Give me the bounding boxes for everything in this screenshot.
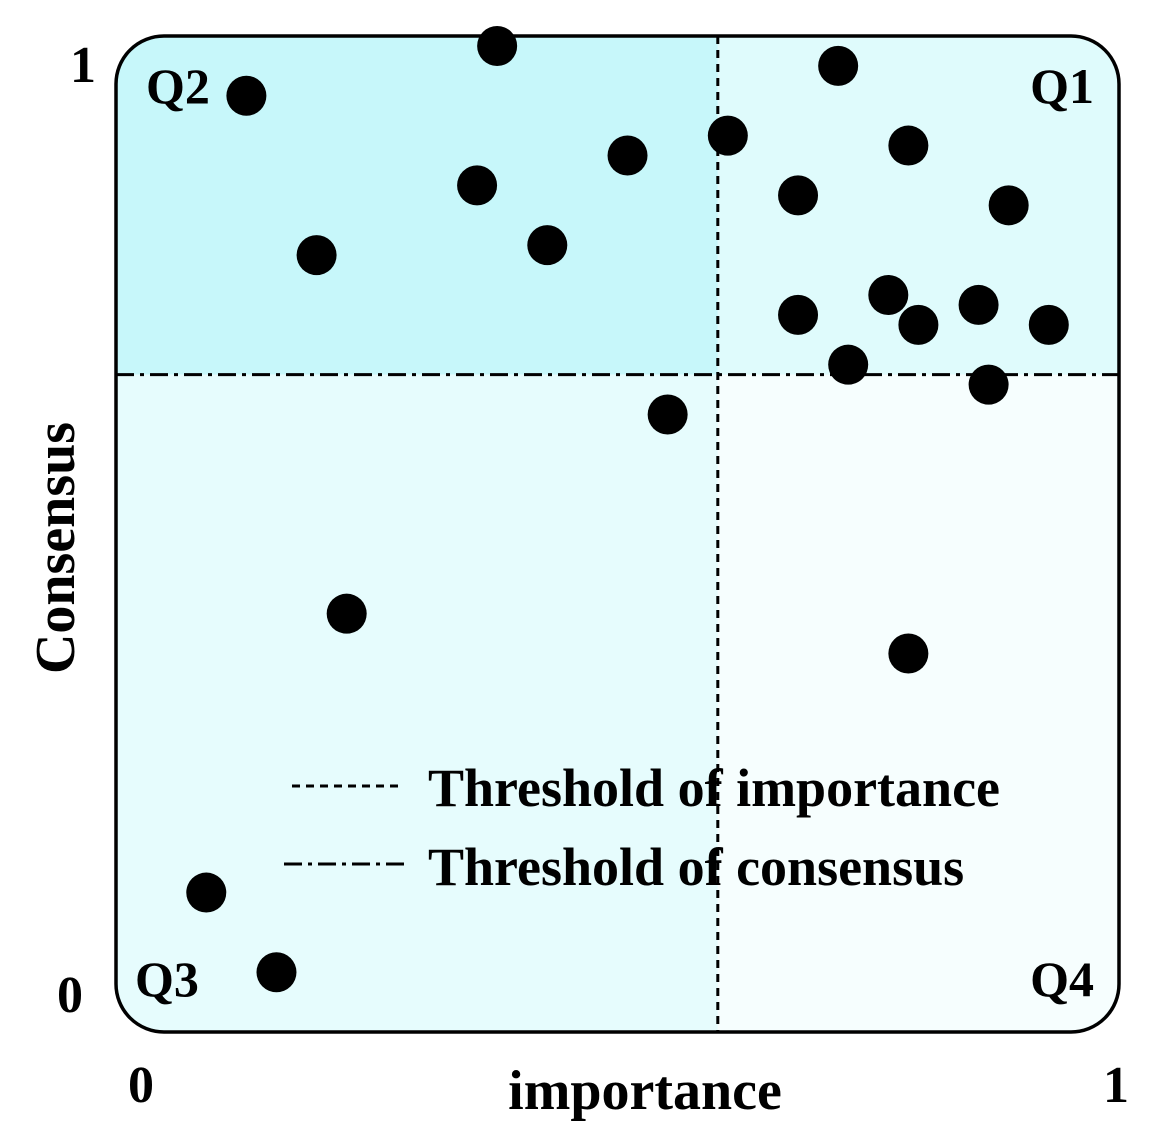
- data-point-1: [226, 75, 267, 116]
- x-tick-right: 1: [1103, 1057, 1129, 1114]
- data-point-16: [1028, 304, 1069, 345]
- plot-frame: [114, 34, 1121, 1034]
- quadrant-label-q3: Q3: [135, 951, 199, 1007]
- data-points: [186, 25, 1069, 993]
- data-point-11: [988, 185, 1029, 226]
- legend: Threshold of importance Threshold of con…: [284, 758, 1000, 897]
- quadrant-q3-background: [116, 374, 718, 1032]
- quadrant-label-q1: Q1: [1030, 58, 1094, 114]
- y-tick-bottom: 0: [57, 967, 83, 1024]
- quadrant-label-q4: Q4: [1030, 951, 1094, 1007]
- data-point-4: [607, 135, 648, 176]
- data-point-5: [527, 225, 568, 266]
- quadrant-q4-background: [717, 374, 1119, 1032]
- x-tick-left: 0: [128, 1057, 154, 1114]
- quadrant-q2-background: [116, 36, 718, 375]
- data-point-7: [707, 115, 748, 156]
- y-axis-label: Consensus: [25, 422, 87, 674]
- data-point-22: [186, 872, 227, 913]
- data-point-12: [868, 274, 909, 315]
- data-point-10: [778, 175, 819, 216]
- data-point-15: [898, 304, 939, 345]
- quadrant-label-q2: Q2: [146, 58, 210, 114]
- legend-label-consensus: Threshold of consensus: [428, 837, 964, 897]
- data-point-23: [256, 952, 297, 993]
- x-axis-label: importance: [508, 1060, 782, 1122]
- legend-label-importance: Threshold of importance: [428, 758, 1000, 818]
- data-point-6: [296, 235, 337, 276]
- data-point-18: [968, 364, 1009, 405]
- quadrant-backgrounds: [116, 36, 1119, 1032]
- data-point-3: [457, 165, 498, 206]
- data-point-20: [326, 593, 367, 634]
- data-point-14: [778, 294, 819, 335]
- data-point-21: [888, 633, 929, 674]
- y-tick-top: 1: [70, 37, 96, 94]
- data-point-9: [888, 125, 929, 166]
- data-point-2: [477, 25, 518, 66]
- data-point-8: [818, 45, 859, 86]
- data-point-13: [958, 284, 999, 325]
- data-point-17: [828, 344, 869, 385]
- data-point-19: [647, 394, 688, 435]
